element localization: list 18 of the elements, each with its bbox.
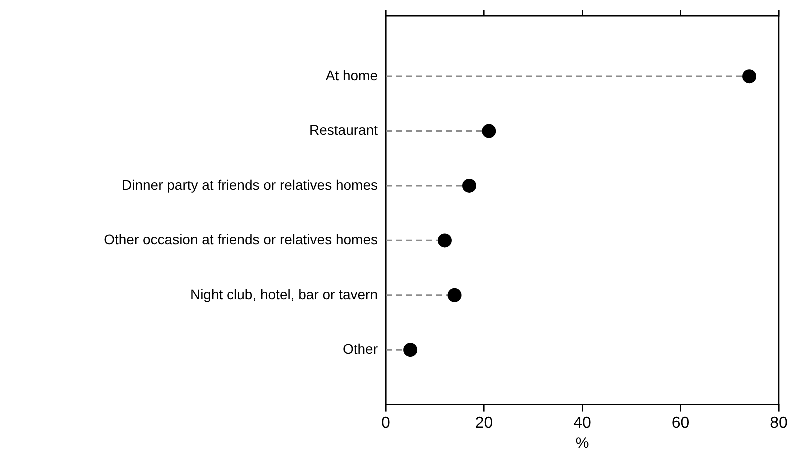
point xyxy=(482,124,496,138)
y-tick-label: Restaurant xyxy=(310,122,378,138)
y-tick-label: Other occasion at friends or relatives homes xyxy=(104,232,378,248)
point xyxy=(742,70,757,84)
point xyxy=(448,288,462,302)
point xyxy=(462,178,477,193)
y-tick-label: Night club, hotel, bar or tavern xyxy=(190,286,378,302)
x-tick-label: 80 xyxy=(770,414,788,432)
x-axis-title: % xyxy=(576,435,590,452)
x-tick-label: 60 xyxy=(672,414,690,432)
y-tick-label: At home xyxy=(326,67,378,84)
x-tick-label: 0 xyxy=(382,414,391,432)
x-tick-label: 20 xyxy=(475,414,494,432)
point xyxy=(438,234,452,248)
point xyxy=(404,343,418,358)
x-tick-label: 40 xyxy=(574,414,592,432)
y-tick-label: Dinner party at friends or relatives homes xyxy=(122,176,378,193)
y-tick-label: Other xyxy=(342,340,378,357)
